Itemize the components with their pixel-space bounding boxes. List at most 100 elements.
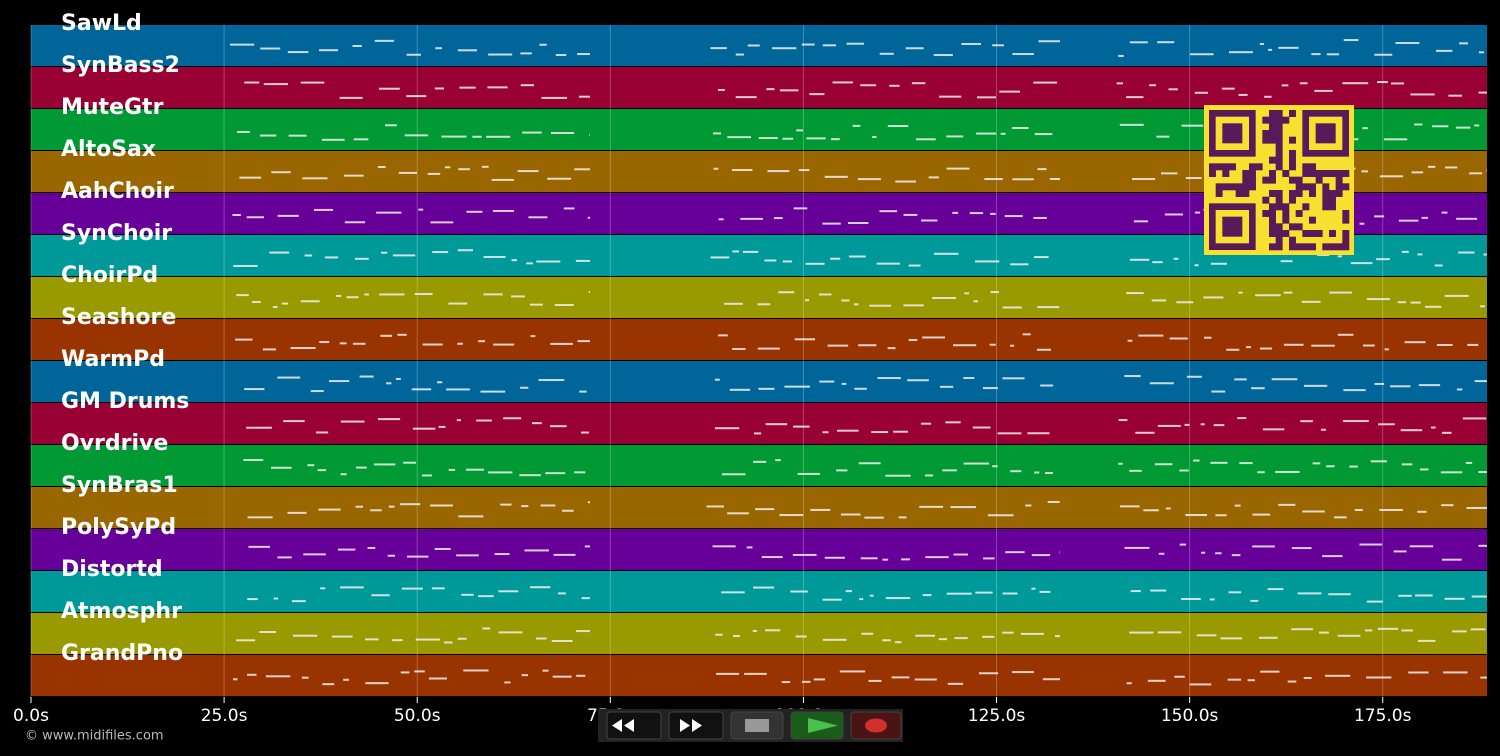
note bbox=[1418, 384, 1441, 387]
rewind-icon[interactable] bbox=[612, 719, 634, 732]
note bbox=[272, 306, 278, 309]
note bbox=[335, 294, 342, 297]
note bbox=[1466, 506, 1487, 509]
qr-module bbox=[1275, 223, 1283, 231]
note bbox=[578, 95, 590, 98]
note bbox=[1189, 683, 1212, 686]
note bbox=[1116, 82, 1123, 85]
note bbox=[1435, 49, 1453, 52]
note bbox=[1326, 53, 1340, 56]
note bbox=[1239, 462, 1253, 465]
qr-module bbox=[1275, 116, 1283, 124]
track-band bbox=[31, 319, 1487, 360]
note bbox=[1012, 671, 1034, 674]
note bbox=[1174, 675, 1185, 678]
note bbox=[1393, 550, 1407, 553]
qr-module bbox=[1322, 243, 1330, 251]
note bbox=[318, 508, 341, 511]
note bbox=[712, 132, 722, 135]
note bbox=[1033, 81, 1057, 84]
note bbox=[381, 251, 388, 254]
note bbox=[1455, 126, 1471, 129]
note bbox=[976, 132, 997, 135]
note bbox=[435, 47, 442, 50]
note bbox=[1325, 674, 1351, 677]
qr-module bbox=[1302, 183, 1310, 191]
forward-icon[interactable] bbox=[680, 719, 702, 732]
note bbox=[848, 255, 866, 258]
note bbox=[940, 385, 954, 388]
note bbox=[1135, 431, 1155, 434]
note bbox=[441, 135, 467, 138]
qr-module bbox=[1269, 130, 1276, 137]
note bbox=[885, 474, 911, 477]
note bbox=[491, 178, 515, 181]
track-band bbox=[31, 277, 1487, 318]
note bbox=[247, 516, 273, 519]
note bbox=[1194, 211, 1201, 214]
footer: © www.midifiles.com bbox=[25, 729, 164, 744]
note bbox=[1287, 680, 1297, 683]
note bbox=[925, 556, 949, 559]
note bbox=[434, 87, 445, 90]
qr-module bbox=[1282, 216, 1290, 224]
play-icon[interactable] bbox=[808, 718, 838, 733]
stop-button[interactable] bbox=[730, 711, 784, 740]
note bbox=[378, 418, 401, 421]
qr-module bbox=[1269, 123, 1276, 131]
record-button[interactable] bbox=[850, 711, 902, 740]
track-band bbox=[31, 67, 1487, 108]
note bbox=[727, 136, 752, 139]
qr-module bbox=[1215, 163, 1223, 171]
qr-module bbox=[1275, 143, 1283, 151]
note bbox=[364, 293, 370, 296]
note bbox=[236, 639, 256, 642]
note bbox=[1459, 42, 1469, 45]
note bbox=[321, 138, 345, 141]
note bbox=[574, 168, 590, 171]
note bbox=[1002, 377, 1025, 380]
note bbox=[1143, 509, 1159, 512]
note bbox=[1414, 123, 1423, 126]
forward-button[interactable] bbox=[668, 711, 724, 740]
stop-icon[interactable] bbox=[745, 719, 769, 732]
qr-module bbox=[1289, 156, 1296, 164]
track-name: SynChoir bbox=[61, 221, 172, 246]
note bbox=[868, 679, 882, 682]
note bbox=[301, 676, 309, 679]
note bbox=[901, 558, 910, 561]
qr-module bbox=[1289, 110, 1296, 117]
note bbox=[765, 629, 781, 632]
note bbox=[511, 259, 518, 262]
qr-module bbox=[1295, 176, 1303, 184]
note bbox=[1322, 555, 1343, 558]
note bbox=[1238, 291, 1243, 294]
note bbox=[1478, 471, 1487, 474]
note bbox=[355, 505, 363, 508]
note bbox=[488, 53, 513, 56]
track-band bbox=[31, 571, 1487, 612]
track-name: ChoirPd bbox=[61, 263, 158, 288]
note bbox=[1034, 256, 1049, 259]
note bbox=[747, 44, 760, 47]
note bbox=[919, 505, 944, 508]
note bbox=[236, 130, 250, 133]
note bbox=[352, 44, 362, 47]
play-button[interactable] bbox=[790, 711, 844, 740]
note bbox=[397, 333, 407, 336]
note bbox=[406, 555, 429, 558]
record-icon[interactable] bbox=[865, 718, 887, 733]
note bbox=[1448, 94, 1462, 97]
note bbox=[879, 52, 894, 55]
qr-module bbox=[1309, 163, 1316, 171]
note bbox=[805, 262, 825, 265]
rewind-button[interactable] bbox=[606, 711, 662, 740]
note bbox=[976, 96, 996, 99]
note bbox=[1129, 631, 1154, 634]
qr-module bbox=[1275, 110, 1283, 117]
note bbox=[531, 422, 542, 425]
note bbox=[1398, 219, 1419, 222]
note bbox=[414, 293, 433, 296]
note bbox=[1465, 461, 1473, 464]
note bbox=[790, 590, 808, 593]
